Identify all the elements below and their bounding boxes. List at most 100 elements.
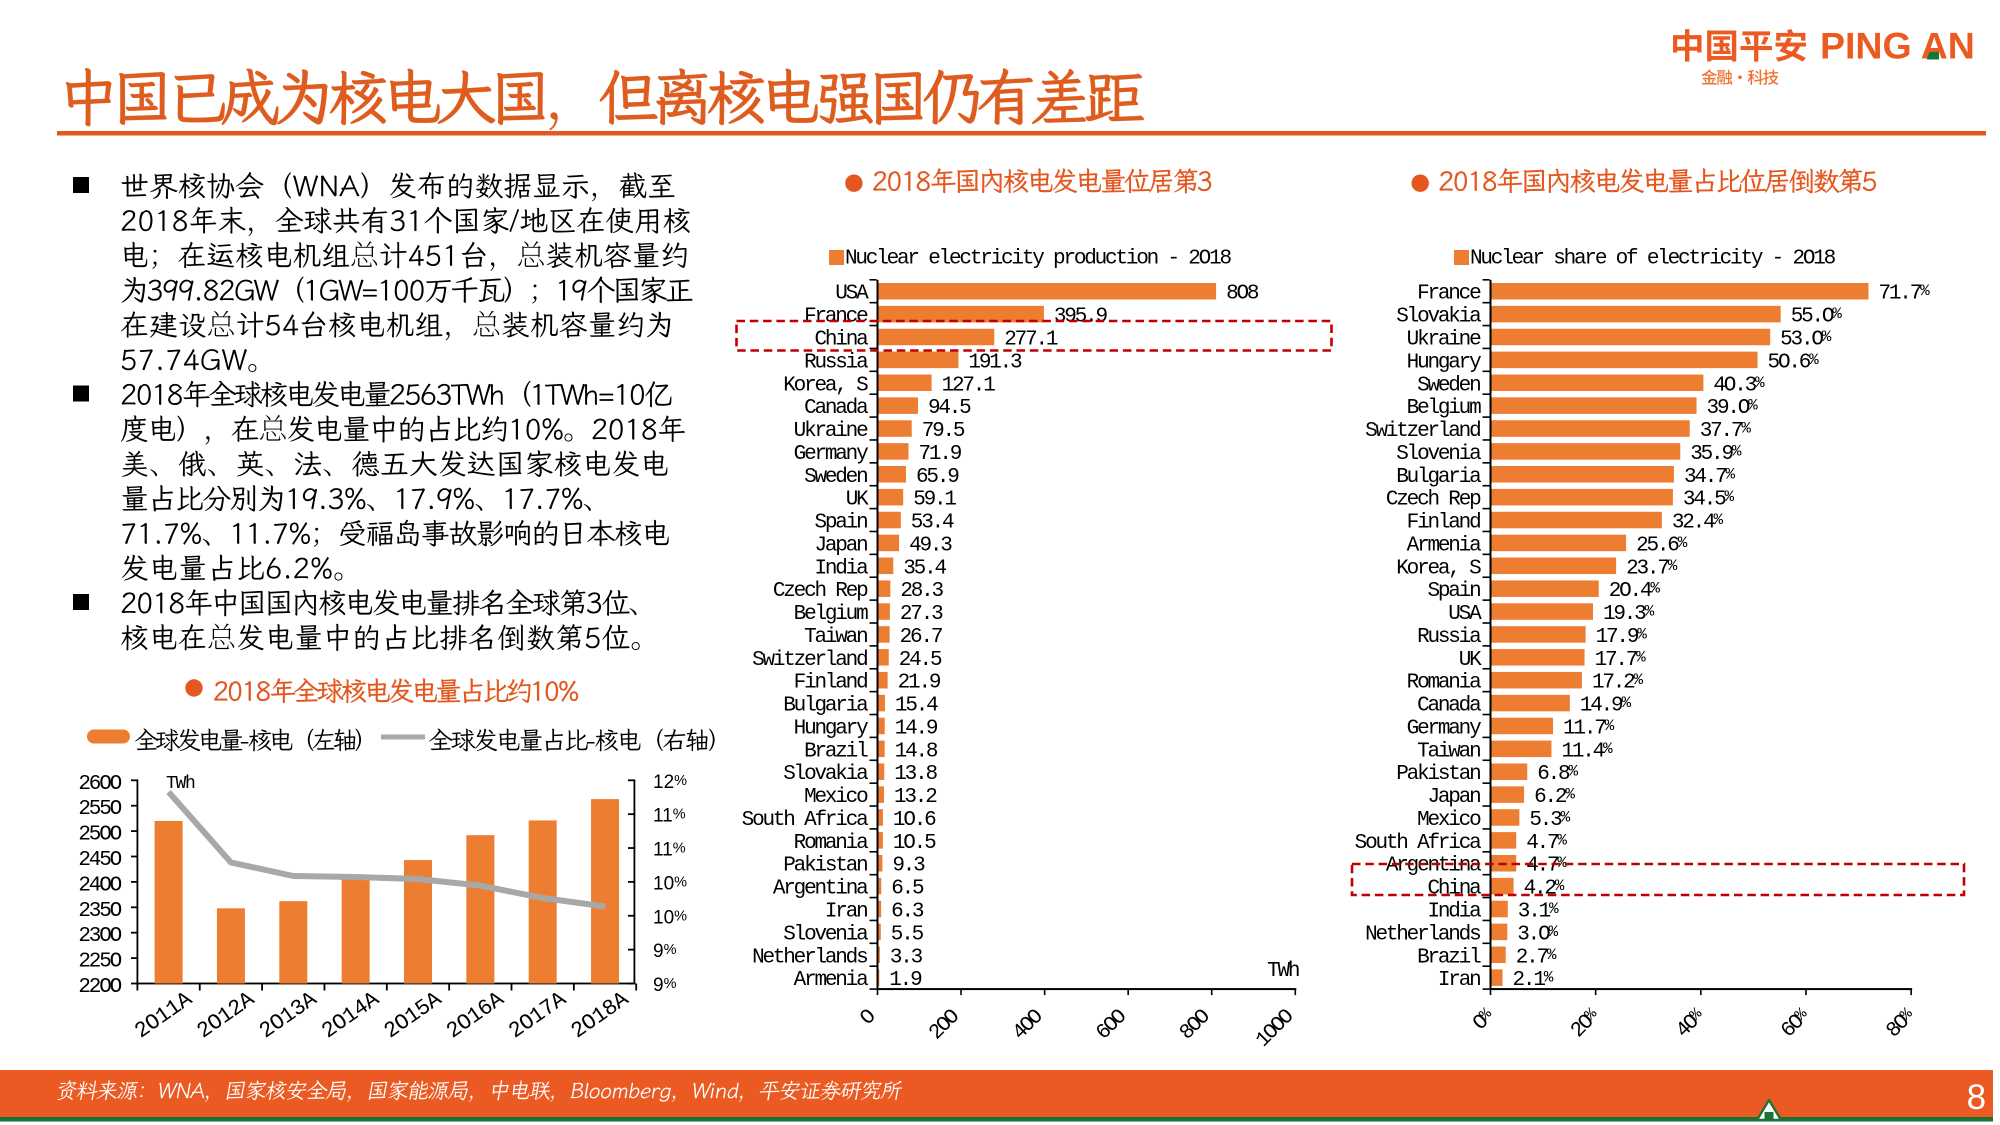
- svg-text:Switzerland: Switzerland: [1365, 420, 1480, 443]
- svg-text:4.7%: 4.7%: [1526, 854, 1567, 878]
- svg-text:11.7%: 11.7%: [1563, 717, 1615, 741]
- svg-text:TWh: TWh: [166, 774, 195, 794]
- svg-text:2O14A: 2O14A: [317, 987, 384, 1045]
- svg-text:24.5: 24.5: [899, 649, 942, 672]
- svg-text:Slovakia: Slovakia: [1396, 306, 1481, 329]
- svg-text:4OO: 4OO: [1009, 1006, 1048, 1045]
- svg-text:8: 8: [1967, 1078, 1986, 1117]
- svg-text:2O%: 2O%: [1567, 1005, 1605, 1043]
- svg-text:14.8: 14.8: [895, 740, 938, 763]
- svg-text:27.3: 27.3: [900, 603, 943, 626]
- svg-text:4O.3%: 4O.3%: [1713, 374, 1765, 398]
- svg-text:5O.6%: 5O.6%: [1768, 351, 1820, 375]
- svg-text:India: India: [1427, 901, 1481, 924]
- svg-text:1O.5: 1O.5: [893, 832, 936, 855]
- svg-text:France: France: [1417, 283, 1481, 306]
- svg-text:Armenia: Armenia: [794, 969, 868, 992]
- svg-text:17.9%: 17.9%: [1596, 625, 1648, 649]
- svg-text:China: China: [1427, 878, 1481, 901]
- svg-text:Netherlands: Netherlands: [752, 946, 867, 969]
- svg-text:6.8%: 6.8%: [1537, 763, 1578, 787]
- svg-text:225O: 225O: [78, 951, 121, 974]
- svg-text:35.9%: 35.9%: [1690, 442, 1742, 466]
- svg-text:17.7%: 17.7%: [1595, 648, 1647, 672]
- svg-text:Finland: Finland: [1407, 512, 1480, 535]
- svg-text:245O: 245O: [78, 849, 121, 872]
- svg-text:Hungary: Hungary: [794, 717, 868, 740]
- svg-text:O%: O%: [1469, 1005, 1500, 1036]
- svg-text:Korea, S: Korea, S: [1396, 557, 1481, 580]
- svg-text:2O17A: 2O17A: [504, 987, 571, 1045]
- svg-text:2O15A: 2O15A: [380, 987, 447, 1045]
- svg-text:2O18A: 2O18A: [567, 987, 634, 1045]
- svg-text:9.3: 9.3: [892, 855, 925, 878]
- svg-text:34.7%: 34.7%: [1684, 465, 1736, 489]
- svg-text:71.9: 71.9: [919, 443, 962, 466]
- svg-text:2O13A: 2O13A: [255, 987, 322, 1045]
- svg-text:14.9%: 14.9%: [1580, 694, 1632, 718]
- svg-text:23.7%: 23.7%: [1626, 557, 1678, 581]
- svg-text:South Africa: South Africa: [1355, 832, 1481, 855]
- svg-text:55.O%: 55.O%: [1791, 305, 1843, 329]
- svg-text:3.O%: 3.O%: [1517, 923, 1558, 947]
- svg-text:6.2%: 6.2%: [1534, 786, 1575, 810]
- svg-text:Sweden: Sweden: [1417, 374, 1480, 397]
- svg-text:39.O%: 39.O%: [1707, 397, 1759, 421]
- svg-text:4.7%: 4.7%: [1526, 831, 1567, 855]
- svg-text:8O%: 8O%: [1882, 1005, 1920, 1043]
- svg-text:26OO: 26OO: [78, 773, 121, 796]
- svg-text:11%: 11%: [653, 840, 686, 861]
- svg-text:PING AN: PING AN: [1820, 25, 1975, 67]
- svg-text:UK: UK: [1459, 649, 1482, 672]
- svg-text:Ukraine: Ukraine: [1407, 329, 1481, 352]
- svg-text:6OO: 6OO: [1092, 1006, 1131, 1045]
- svg-text:Pakistan: Pakistan: [783, 855, 867, 878]
- svg-text:Slovenia: Slovenia: [1396, 443, 1481, 466]
- svg-text:Russia: Russia: [1417, 626, 1481, 649]
- svg-text:Czech Rep: Czech Rep: [773, 580, 868, 603]
- svg-text:5.3%: 5.3%: [1529, 808, 1570, 832]
- svg-text:Russia: Russia: [804, 351, 868, 374]
- svg-text:Belgium: Belgium: [1407, 397, 1481, 420]
- svg-text:Slovakia: Slovakia: [783, 763, 868, 786]
- svg-text:Ukraine: Ukraine: [794, 420, 868, 443]
- svg-text:23OO: 23OO: [78, 925, 121, 948]
- svg-text:24OO: 24OO: [78, 874, 121, 897]
- svg-text:10%: 10%: [653, 873, 687, 894]
- svg-text:UK: UK: [846, 489, 869, 512]
- svg-text:6.5: 6.5: [891, 878, 924, 901]
- svg-text:Spain: Spain: [1427, 580, 1480, 603]
- svg-text:1.9: 1.9: [889, 969, 922, 992]
- svg-text:2OO: 2OO: [925, 1006, 964, 1045]
- svg-text:Iran: Iran: [1438, 969, 1480, 992]
- svg-text:Nuclear share of electricity -: Nuclear share of electricity - 2O18: [1470, 248, 1836, 271]
- svg-text:28.3: 28.3: [900, 580, 943, 603]
- svg-text:Brazil: Brazil: [804, 740, 868, 763]
- svg-text:Sweden: Sweden: [804, 466, 867, 489]
- svg-text:1OOO: 1OOO: [1252, 1006, 1299, 1053]
- svg-text:4.2%: 4.2%: [1524, 877, 1565, 901]
- svg-text:8OO: 8OO: [1176, 1006, 1215, 1045]
- svg-text:14.9: 14.9: [895, 717, 938, 740]
- svg-text:25.6%: 25.6%: [1636, 534, 1688, 558]
- svg-text:32.4%: 32.4%: [1672, 511, 1724, 535]
- svg-text:3.3: 3.3: [890, 946, 923, 969]
- svg-text:Pakistan: Pakistan: [1396, 763, 1480, 786]
- svg-text:127.1: 127.1: [942, 374, 996, 397]
- svg-text:11%: 11%: [653, 806, 686, 827]
- svg-text:Germany: Germany: [1407, 717, 1481, 740]
- svg-text:Bulgaria: Bulgaria: [783, 695, 868, 718]
- svg-text:26.7: 26.7: [900, 626, 942, 649]
- svg-text:Spain: Spain: [814, 512, 867, 535]
- svg-text:Mexico: Mexico: [1417, 809, 1481, 832]
- svg-text:Romania: Romania: [794, 832, 868, 855]
- svg-text:2O12A: 2O12A: [193, 987, 260, 1045]
- svg-text:79.5: 79.5: [922, 420, 965, 443]
- svg-text:5.5: 5.5: [891, 923, 924, 946]
- svg-text:9%: 9%: [653, 941, 677, 962]
- svg-text:Belgium: Belgium: [794, 603, 868, 626]
- svg-text:Armenia: Armenia: [1407, 534, 1481, 557]
- svg-text:191.3: 191.3: [968, 351, 1022, 374]
- svg-text:17.2%: 17.2%: [1592, 671, 1644, 695]
- svg-text:65.9: 65.9: [916, 466, 959, 489]
